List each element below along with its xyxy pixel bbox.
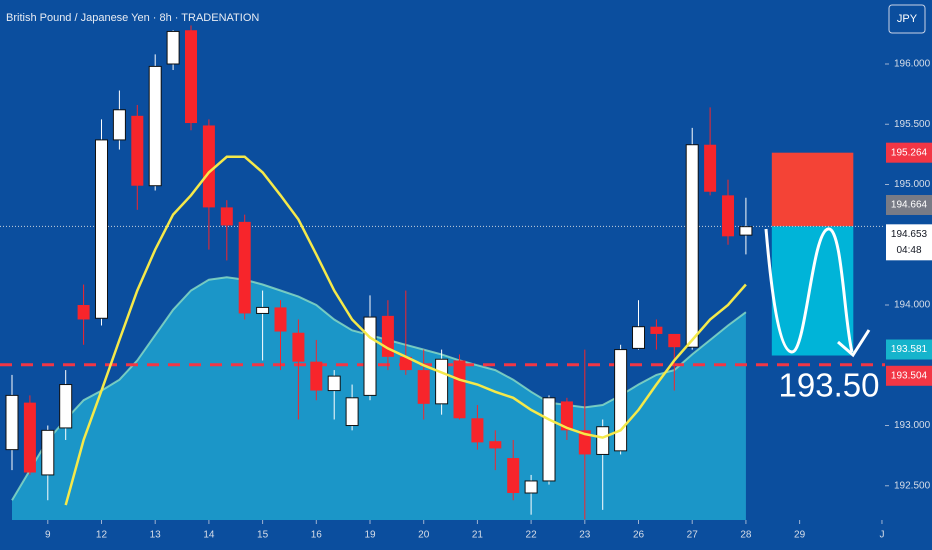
candle-body: [274, 307, 287, 332]
candle-body: [614, 349, 628, 452]
x-tick-label: 13: [150, 530, 162, 541]
overlay-area: [11, 277, 746, 520]
candle-body: [739, 226, 753, 236]
candle-body: [596, 426, 610, 455]
price-label-box: [886, 142, 932, 163]
price-countdown: 04:48: [896, 245, 921, 256]
x-tick-label: 22: [526, 530, 538, 541]
candle-body: [685, 144, 699, 348]
x-tick-label: 20: [418, 530, 430, 541]
price-label: 193.504: [891, 370, 928, 381]
candle-body: [560, 401, 573, 431]
currency-button[interactable]: [888, 4, 926, 34]
candle-body: [256, 306, 270, 314]
candle-body: [578, 430, 591, 455]
y-tick-label: 194.000: [894, 300, 931, 311]
x-tick-label: 12: [96, 530, 108, 541]
candle-body: [650, 326, 663, 334]
candle-body: [524, 480, 538, 494]
candle-body: [632, 326, 646, 349]
candle-body: [327, 375, 341, 392]
y-tick-label: 193.000: [894, 420, 931, 431]
candle-body: [417, 370, 430, 404]
candle-body: [166, 30, 180, 65]
candle-body: [77, 305, 90, 320]
curve-arrow: [764, 227, 854, 354]
price-label-box: [886, 194, 932, 215]
candle-body: [5, 394, 19, 451]
candle-body: [399, 356, 412, 371]
x-tick-label: 9: [45, 530, 51, 541]
target-zone: [771, 226, 854, 356]
candle-body: [345, 397, 359, 427]
candle-body: [23, 402, 36, 473]
plot-area: [0, 25, 885, 520]
target-label: 193.50: [779, 367, 880, 404]
candle-body: [131, 115, 144, 186]
x-tick-label: 28: [740, 530, 752, 541]
price-label: 193.581: [891, 344, 928, 355]
price-label: 194.664: [891, 200, 928, 211]
candle-body: [668, 333, 681, 348]
chart-title: British Pound / Japanese Yen · 8h · TRAD…: [6, 12, 259, 24]
stop-zone: [771, 152, 854, 227]
price-label: 194.653: [891, 229, 928, 240]
x-tick-label: 21: [472, 530, 484, 541]
x-tick-label: 26: [633, 530, 645, 541]
candle-body: [94, 139, 108, 319]
price-label-box: [886, 224, 932, 261]
curve-arrow-head: [837, 329, 871, 358]
candle-body: [148, 65, 162, 187]
x-tick-label: 29: [794, 530, 806, 541]
candle-body: [542, 397, 556, 482]
overlay-line: [64, 155, 747, 506]
y-tick-label: 196.000: [894, 59, 931, 70]
price-label-box: [886, 365, 932, 386]
candle-body: [292, 332, 305, 362]
x-tick-label: 15: [257, 530, 269, 541]
x-tick-label: J: [879, 530, 884, 541]
candle-body: [220, 207, 233, 226]
candle-body: [704, 144, 717, 192]
candle-body: [41, 429, 55, 476]
y-tick-label: 195.000: [894, 179, 931, 190]
candle-body: [471, 418, 484, 443]
candle-body: [184, 30, 197, 124]
candle-body: [310, 361, 323, 391]
candle-body: [507, 458, 520, 494]
candle-body: [435, 358, 449, 405]
candle-body: [202, 125, 215, 208]
candle-body: [722, 195, 735, 237]
candle-body: [59, 384, 73, 429]
x-tick-label: 19: [364, 530, 376, 541]
candle-body: [112, 109, 126, 141]
candle-body: [238, 221, 251, 314]
x-tick-label: 23: [579, 530, 591, 541]
y-tick-label: 192.500: [894, 480, 931, 491]
y-tick-label: 195.500: [894, 119, 931, 130]
x-tick-label: 14: [203, 530, 215, 541]
candle-body: [489, 441, 502, 449]
candle-body: [363, 316, 377, 396]
price-label-box: [886, 339, 932, 360]
candle-body: [453, 360, 466, 419]
x-tick-label: 16: [311, 530, 323, 541]
currency-button-label[interactable]: JPY: [897, 13, 918, 25]
x-tick-label: 27: [687, 530, 699, 541]
price-label: 195.264: [891, 147, 928, 158]
